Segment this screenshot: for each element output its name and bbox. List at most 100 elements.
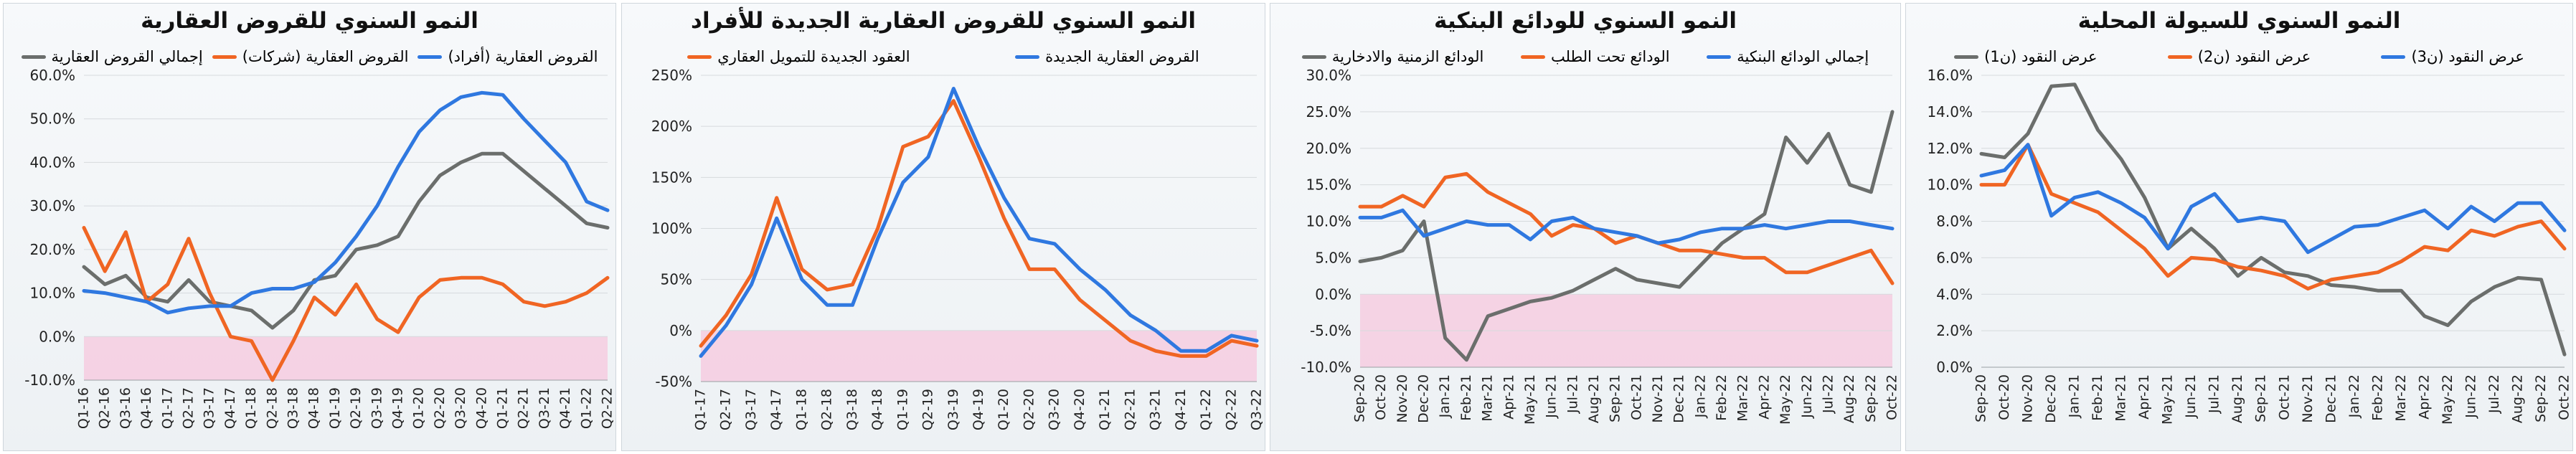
chart-title: النمو السنوي للقروض العقارية	[141, 8, 478, 34]
legend-item: القروض العقارية (شركات)	[212, 48, 409, 65]
x-tick-label: Q3-19	[369, 387, 384, 429]
chart-panel-new-housing-loans: النمو السنوي للقروض العقارية الجديدة للأ…	[621, 3, 1265, 451]
x-tick-label: Oct-22	[1884, 374, 1900, 420]
x-tick-label: Dec-20	[1416, 374, 1432, 423]
x-tick-label: Mar-22	[1735, 374, 1751, 422]
x-tick-label: Q3-21	[537, 387, 552, 429]
x-tick-label: Jan-21	[1437, 374, 1453, 418]
legend-swatch	[687, 55, 712, 59]
y-tick-label: 50.0%	[29, 110, 75, 128]
series-line	[699, 99, 1259, 358]
x-tick-label: Q1-17	[159, 387, 175, 429]
x-tick-label: Q3-18	[286, 387, 301, 429]
x-tick-label: Nov-21	[2300, 374, 2316, 423]
chart-legend: إجمالي الودائع البنكية الودائع تحت الطلب ا…	[1283, 48, 1887, 65]
y-tick-label: 30.0%	[1306, 67, 1351, 84]
chart-legend: عرض النقود (ن3) عرض النقود (ن2) عرض النقود…	[1919, 48, 2560, 65]
x-tick-label: Feb-22	[2369, 374, 2385, 421]
y-tick-label: 5.0%	[1315, 249, 1351, 266]
x-tick-label: Q1-22	[1198, 389, 1214, 430]
y-tick-label: -10.0%	[24, 372, 75, 389]
x-tick-label: Jun-22	[1799, 374, 1815, 419]
legend-swatch	[2167, 55, 2192, 59]
series-line	[1358, 110, 1895, 362]
y-tick-label: 150%	[651, 169, 692, 186]
y-tick-label: 4.0%	[1936, 285, 1973, 303]
y-tick-label: 10.0%	[29, 285, 75, 302]
legend-item: إجمالي القروض العقارية	[21, 48, 203, 65]
legend-label: القروض العقارية الجديدة	[1045, 48, 1199, 65]
x-tick-label: Sep-22	[1863, 374, 1879, 422]
chart-panel-real-estate-loans: النمو السنوي للقروض العقارية القروض العقا…	[3, 3, 616, 451]
x-tick-label: Jul-21	[1565, 374, 1580, 414]
x-tick-label: Q1-20	[411, 387, 427, 429]
legend-item: الودائع تحت الطلب	[1520, 48, 1670, 65]
x-tick-label: Q2-22	[1223, 389, 1239, 430]
x-tick-label: Q4-18	[869, 389, 885, 430]
y-tick-label: 0.0%	[39, 328, 75, 345]
y-tick-label: -10.0%	[1301, 359, 1351, 376]
x-tick-label: Nov-20	[1395, 374, 1410, 423]
legend-swatch	[2381, 55, 2406, 59]
x-tick-label: Q2-16	[97, 387, 113, 429]
y-tick-label: 0%	[669, 322, 692, 339]
y-tick-label: 15.0%	[1306, 176, 1351, 194]
legend-item: عرض النقود (ن3)	[2381, 48, 2524, 65]
legend-item: القروض العقارية (أفراد)	[417, 48, 598, 65]
chart-plot: -50% 0% 50% 100% 150% 200% 250% Q1-17 Q2-17 Q3-17…	[651, 67, 1265, 430]
x-tick-label: Q3-20	[1047, 389, 1062, 430]
x-tick-label: Q3-19	[945, 389, 961, 430]
legend-swatch	[1015, 55, 1040, 59]
x-tick-label: Sep-20	[1973, 374, 1989, 422]
negative-zone-band	[84, 336, 608, 380]
x-tick-label: Q1-20	[996, 389, 1011, 430]
x-tick-label: Sep-21	[1608, 374, 1623, 422]
y-tick-label: 0.0%	[1936, 359, 1973, 376]
y-tick-label: -50%	[655, 373, 692, 390]
x-tick-label: Q2-21	[516, 387, 532, 429]
legend-label: الودائع الزمنية والادخارية	[1331, 48, 1484, 65]
x-tick-label: Apr-22	[2416, 374, 2432, 420]
x-tick-label: Q4-17	[768, 389, 784, 430]
x-tick-label: Jan-22	[2346, 374, 2362, 418]
legend-label: القروض العقارية (أفراد)	[448, 48, 598, 65]
y-tick-label: 14.0%	[1927, 103, 1973, 120]
x-tick-label: Q2-19	[348, 387, 364, 429]
legend-label: عرض النقود (ن1)	[1984, 48, 2098, 65]
x-tick-label: Feb-22	[1714, 374, 1730, 421]
x-tick-label: Q1-16	[76, 387, 92, 429]
y-tick-label: 25.0%	[1306, 103, 1351, 120]
x-tick-label: Mar-21	[1480, 374, 1496, 422]
y-tick-label: -5.0%	[1310, 322, 1351, 339]
x-tick-label: Jun-21	[2183, 374, 2199, 419]
chart-legend: القروض العقارية الجديدة العقود الجديدة لل…	[635, 48, 1252, 65]
x-tick-label: Q2-18	[819, 389, 835, 430]
x-tick-label: Q1-22	[578, 387, 594, 429]
y-tick-label: 20.0%	[1306, 140, 1351, 157]
x-tick-label: Jan-22	[1692, 374, 1708, 418]
legend-label: العقود الجديدة للتمويل العقاري	[717, 48, 910, 65]
x-tick-label: Q2-20	[432, 387, 448, 429]
y-tick-label: 8.0%	[1936, 213, 1973, 230]
x-tick-label: Q2-22	[600, 387, 615, 429]
x-tick-label: Q2-17	[181, 387, 197, 429]
series-line	[1979, 143, 2567, 291]
series-line	[699, 87, 1259, 358]
x-tick-label: Q3-16	[118, 387, 133, 429]
series-line	[82, 151, 610, 330]
series-line	[82, 226, 610, 382]
x-tick-label: Q2-19	[920, 389, 936, 430]
y-tick-label: 0.0%	[1315, 285, 1351, 303]
x-tick-label: Mar-21	[2113, 374, 2129, 422]
x-tick-label: Q2-17	[718, 389, 734, 430]
x-tick-label: Q4-19	[971, 389, 986, 430]
x-tick-label: Q1-18	[243, 387, 259, 429]
legend-label: القروض العقارية (شركات)	[242, 48, 409, 65]
chart-title: النمو السنوي للقروض العقارية الجديدة للأ…	[691, 8, 1196, 34]
chart-plot: -10.0% 0.0% 10.0% 20.0% 30.0% 40.0% 50.0% 60.0%…	[24, 67, 615, 429]
legend-swatch	[1520, 55, 1545, 59]
y-tick-label: 20.0%	[29, 241, 75, 258]
y-tick-label: 10.0%	[1306, 213, 1351, 230]
x-tick-label: Jul-22	[1820, 374, 1836, 414]
x-tick-label: Q3-17	[202, 387, 217, 429]
